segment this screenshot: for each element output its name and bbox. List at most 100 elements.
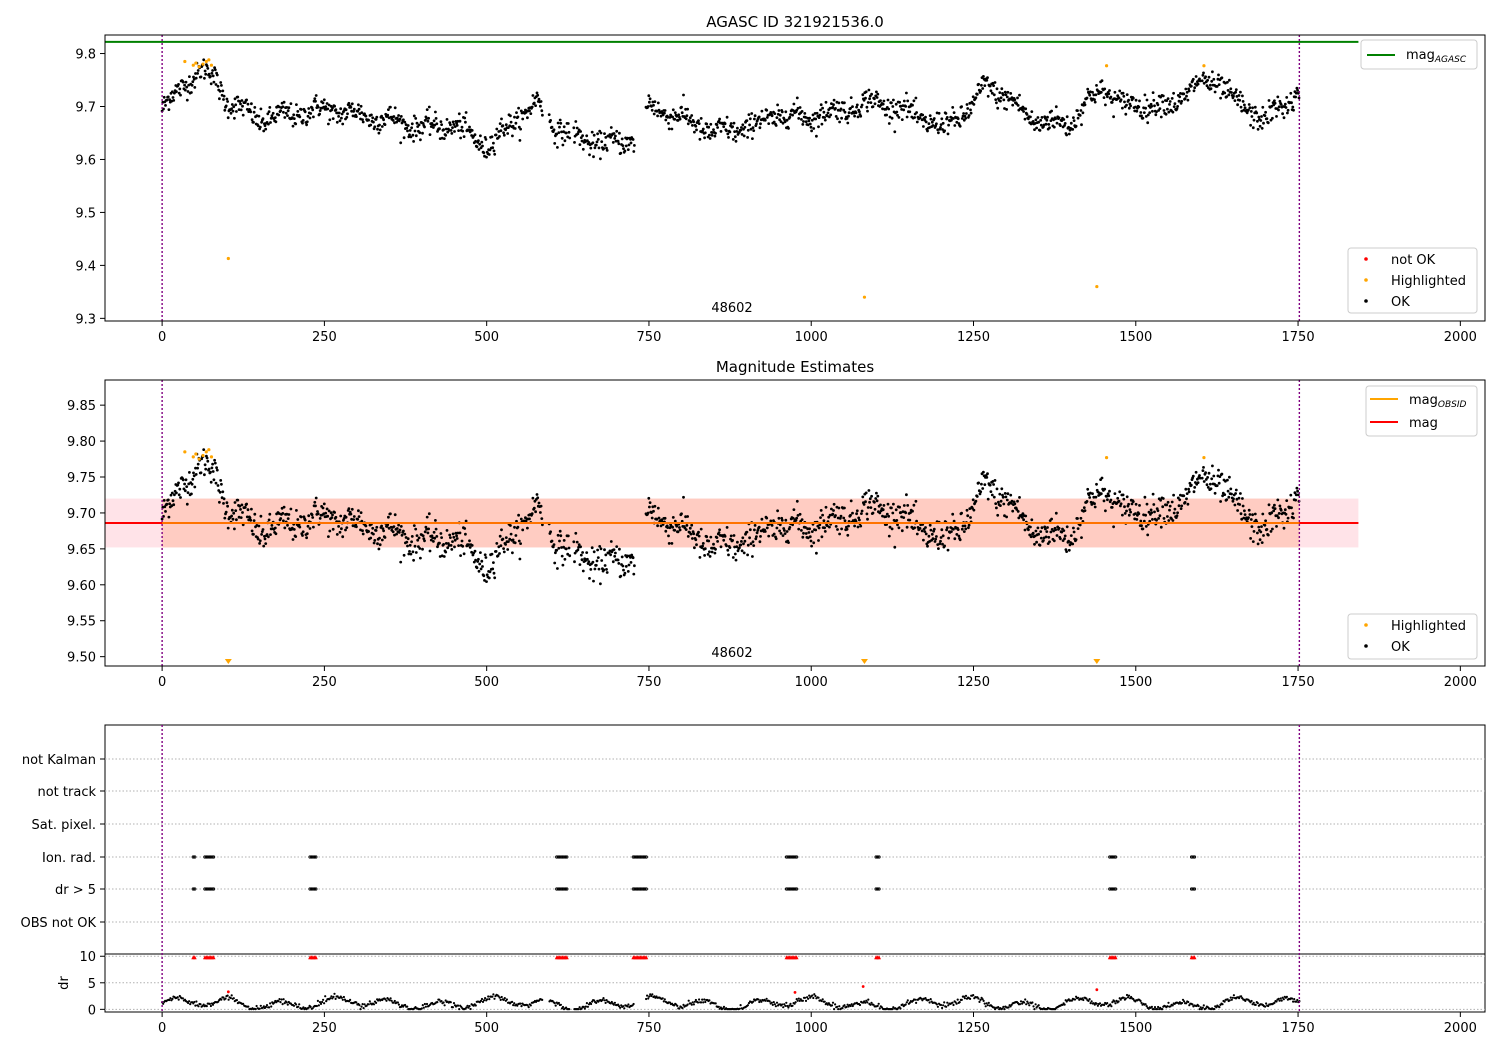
ok-point	[993, 479, 997, 482]
ok-point	[1113, 90, 1117, 94]
dr-point	[277, 1000, 280, 1003]
ok-point	[273, 526, 277, 530]
dr-point	[1252, 1001, 1255, 1004]
ok-point	[568, 554, 572, 558]
flag-point	[640, 855, 644, 859]
ok-point	[666, 526, 670, 529]
ok-point	[530, 512, 534, 516]
dr-point	[942, 1004, 945, 1007]
ok-point	[777, 516, 781, 520]
highlighted-point	[201, 62, 205, 66]
ok-point	[429, 538, 433, 542]
ok-point	[592, 550, 596, 554]
ok-point	[196, 72, 200, 75]
ok-point	[839, 514, 843, 518]
ok-point	[599, 582, 602, 586]
ok-point	[556, 533, 560, 537]
ok-point	[269, 121, 272, 124]
ok-point	[663, 109, 667, 112]
dr-point	[1140, 1001, 1143, 1005]
ok-point	[961, 524, 965, 528]
ok-point	[753, 117, 756, 121]
flag-point	[555, 855, 559, 859]
ok-point	[713, 551, 717, 555]
ok-point	[1184, 87, 1188, 91]
dr-point	[601, 998, 604, 1002]
flag-row-label: OBS not OK	[21, 916, 97, 931]
ok-point	[1151, 518, 1154, 521]
ok-point	[1047, 535, 1051, 539]
ok-point	[1158, 107, 1162, 110]
ok-point	[203, 473, 206, 477]
ok-point	[648, 501, 652, 504]
ok-point	[513, 541, 517, 545]
ok-point	[273, 116, 277, 119]
ok-point	[1048, 540, 1051, 544]
ok-point	[1103, 487, 1107, 491]
ok-point	[284, 111, 288, 115]
ok-point	[945, 528, 948, 532]
ok-point	[701, 542, 705, 545]
ok-point	[748, 117, 752, 121]
ok-point	[1152, 503, 1156, 506]
ok-point	[1240, 517, 1244, 521]
dr-point	[603, 999, 606, 1002]
dr-point	[782, 1006, 785, 1009]
ok-point	[428, 133, 432, 137]
ok-point	[722, 125, 726, 129]
ok-point	[673, 117, 677, 121]
x-tick-label: 750	[637, 675, 662, 690]
ok-point	[871, 511, 875, 515]
dr-point	[363, 1003, 366, 1006]
ok-point	[1131, 96, 1135, 100]
ok-point	[735, 545, 739, 549]
ok-point	[1266, 121, 1270, 125]
ok-point	[1277, 105, 1281, 109]
ok-point	[442, 137, 446, 141]
ok-point	[1143, 93, 1147, 97]
dr-point	[632, 1002, 635, 1006]
ok-point	[820, 122, 824, 126]
ok-point	[389, 105, 392, 109]
dr-point	[1232, 994, 1235, 997]
ok-point	[932, 117, 936, 120]
x-tick-label: 1750	[1282, 675, 1315, 690]
flag-point	[644, 855, 648, 859]
y-tick-label: 9.70	[67, 507, 96, 522]
dr-point	[739, 1004, 742, 1007]
dr-point	[878, 1007, 881, 1010]
ok-point	[788, 115, 792, 119]
flag-point	[877, 887, 881, 891]
flag-point	[631, 855, 636, 859]
dr-point	[717, 1005, 720, 1008]
ok-point	[214, 83, 218, 86]
ok-point	[1100, 79, 1104, 83]
dr-point	[423, 1002, 426, 1006]
ok-point	[1166, 515, 1169, 518]
ok-point	[770, 524, 774, 527]
ok-point	[296, 110, 300, 113]
ok-point	[553, 142, 557, 145]
ok-point	[554, 551, 557, 555]
ok-point	[718, 117, 721, 121]
ok-point	[619, 151, 623, 155]
ok-point	[325, 507, 329, 511]
ok-point	[595, 140, 599, 144]
ok-point	[866, 506, 870, 509]
dr-point	[585, 1002, 589, 1005]
dr-point	[177, 998, 180, 1001]
ok-point	[260, 120, 263, 124]
ok-point	[893, 545, 897, 549]
ok-point	[192, 75, 195, 79]
ok-point	[1232, 94, 1235, 98]
dr-point	[843, 1004, 846, 1007]
ok-point	[550, 539, 554, 543]
ok-point	[695, 128, 698, 132]
ok-point	[498, 552, 501, 555]
ok-point	[776, 509, 779, 513]
ok-point	[1083, 509, 1087, 512]
ok-point	[1196, 481, 1200, 484]
ok-point	[213, 66, 217, 70]
ok-point	[688, 526, 692, 530]
ok-point	[1266, 533, 1270, 537]
